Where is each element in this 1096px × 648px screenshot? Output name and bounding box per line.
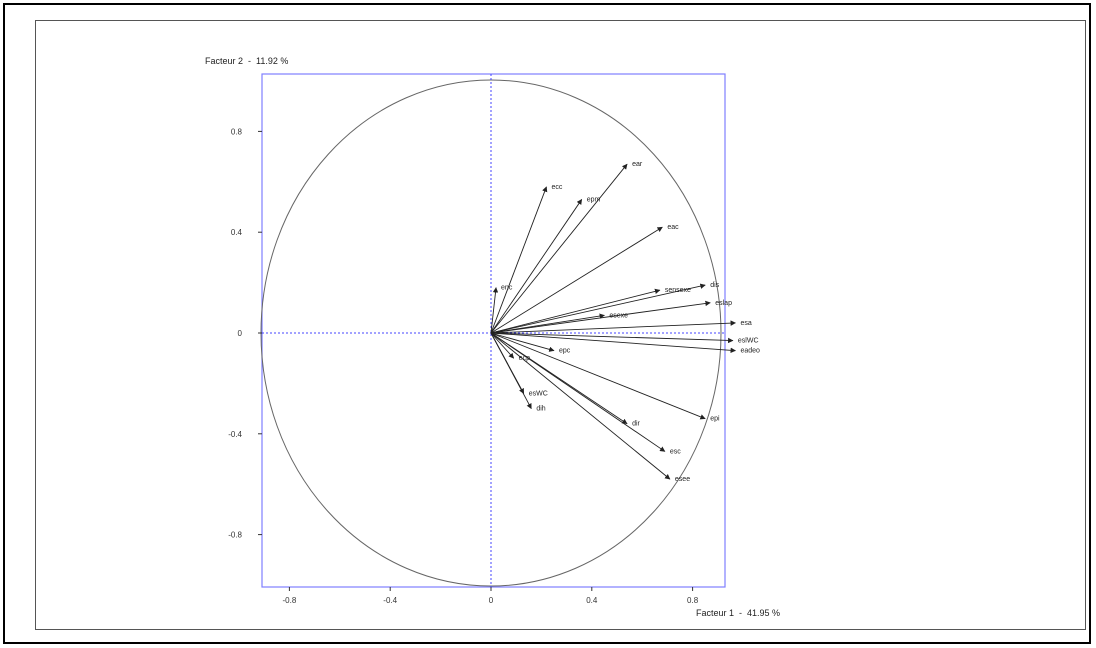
y-tick-label: -0.4 bbox=[228, 430, 242, 439]
vector-label-ecp: ecp bbox=[519, 355, 530, 362]
vector-eadeo bbox=[490, 332, 736, 353]
inner-frame bbox=[35, 20, 1086, 630]
vector-eac bbox=[490, 226, 663, 334]
x-tick-label: 0 bbox=[489, 596, 494, 605]
x-tick-label: -0.8 bbox=[283, 596, 297, 605]
vector-label-epi: epi bbox=[710, 416, 720, 423]
x-tick-label: -0.4 bbox=[383, 596, 397, 605]
x-tick-label: 0.8 bbox=[687, 596, 699, 605]
vector-ecc bbox=[490, 186, 548, 334]
y-tick-label: 0 bbox=[238, 329, 243, 338]
x-tick-label: 0.4 bbox=[586, 596, 598, 605]
vector-label-esc: esc bbox=[670, 448, 681, 455]
vector-label-esWC: esWC bbox=[529, 390, 548, 397]
vector-label-eac: eac bbox=[667, 224, 679, 231]
y-tick-label: 0.8 bbox=[231, 127, 243, 136]
vector-label-enc: enc bbox=[501, 285, 513, 292]
vector-esexe bbox=[490, 313, 605, 334]
vector-eslWC bbox=[490, 332, 734, 344]
vector-label-eslWC: eslWC bbox=[738, 338, 759, 345]
vector-label-dih: dih bbox=[536, 406, 545, 413]
vector-esee bbox=[490, 332, 671, 480]
vector-label-epc: epc bbox=[559, 348, 571, 355]
y-tick-label: 0.4 bbox=[231, 228, 243, 237]
vector-label-eslap: eslap bbox=[715, 300, 732, 307]
y-tick-label: -0.8 bbox=[228, 531, 242, 540]
vector-label-ear: ear bbox=[632, 161, 643, 168]
y-axis-title: Facteur 2 - 11.92 % bbox=[205, 56, 289, 66]
vector-label-dis: dis bbox=[710, 282, 719, 289]
vector-ear bbox=[490, 163, 628, 334]
vector-epi bbox=[490, 332, 706, 420]
vector-dis bbox=[490, 283, 706, 334]
plot-frame bbox=[261, 73, 726, 588]
vector-label-esexe: esexe bbox=[609, 312, 628, 319]
vector-label-esa: esa bbox=[740, 320, 751, 327]
vector-ecp bbox=[490, 332, 515, 359]
vector-label-eadeo: eadeo bbox=[740, 348, 760, 355]
vector-label-dir: dir bbox=[632, 421, 640, 428]
vector-epm bbox=[490, 198, 583, 334]
vector-epc bbox=[490, 332, 555, 352]
vector-label-ecc: ecc bbox=[551, 184, 562, 191]
vector-esc bbox=[490, 332, 666, 452]
vector-label-esee: esee bbox=[675, 476, 690, 483]
vector-enc bbox=[490, 287, 499, 334]
vector-dih bbox=[490, 332, 532, 410]
vector-label-sensexe: sensexe bbox=[665, 287, 691, 294]
vector-sensexe bbox=[490, 288, 661, 334]
x-axis-title: Facteur 1 - 41.95 % bbox=[696, 608, 781, 618]
vector-label-epm: epm bbox=[587, 196, 601, 203]
vector-esa bbox=[490, 320, 736, 334]
outer-frame bbox=[3, 3, 1091, 644]
